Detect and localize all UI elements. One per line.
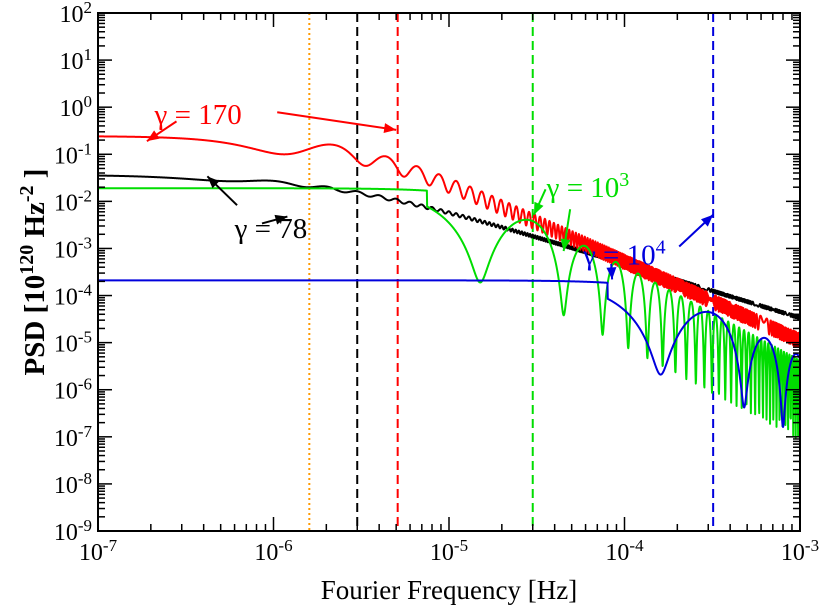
x-axis-label: Fourier Frequency [Hz] <box>321 575 577 605</box>
label-gamma-170: γ = 170 <box>154 99 242 131</box>
annotation-arrow-head <box>146 130 160 142</box>
label-gamma-1000: γ = 103 <box>546 169 630 204</box>
reference-lines <box>308 13 715 531</box>
y-tick-label: 10-6 <box>54 374 92 405</box>
series-line-gamma-170 <box>98 135 800 349</box>
axis-ticks <box>97 12 801 532</box>
annotation-arrow-head <box>606 267 617 280</box>
series-line-gamma-10000 <box>98 279 800 429</box>
x-tick-label: 10-6 <box>254 536 292 567</box>
y-tick-label: 10-8 <box>54 468 92 499</box>
y-tick-label: 10-4 <box>54 280 93 311</box>
label-gamma-78: γ = 78 <box>234 213 308 245</box>
x-tick-labels: 10-7 10-6 10-5 10-4 10-3 <box>79 536 819 567</box>
plot-frame <box>97 12 801 532</box>
annotation-arrow-line <box>277 111 397 131</box>
y-label-exp2: -2 <box>16 185 38 202</box>
y-tick-label: 102 <box>60 0 93 28</box>
y-tick-label: 10-5 <box>54 327 92 358</box>
y-label-exp1: 120 <box>16 245 38 275</box>
y-tick-labels: 102 101 100 10-1 10-2 10-3 10-4 10-5 10-6 10-7 10-… <box>54 0 93 546</box>
annotation-arrow-head <box>560 238 571 252</box>
y-label-end: ] <box>19 169 51 186</box>
annotations: γ = 170 γ = 78 γ = 103 γ = 104 <box>146 99 714 280</box>
y-tick-label: 101 <box>60 45 93 76</box>
x-tick-label: 10-7 <box>79 536 118 567</box>
annotation-arrow-head <box>274 214 288 225</box>
annotation-arrow-head <box>700 214 714 227</box>
annotation-arrow-head <box>383 123 397 134</box>
y-tick-label: 10-9 <box>54 516 92 547</box>
y-label-base: PSD [10 <box>19 275 51 376</box>
y-tick-label: 100 <box>60 92 93 123</box>
annotation-arrow-head <box>533 201 544 215</box>
annotation-arrow-head <box>207 176 220 189</box>
y-axis-label: PSD [10120 Hz-2 ] <box>16 169 51 376</box>
series-line-gamma-1000 <box>98 187 800 439</box>
x-tick-label: 10-5 <box>430 536 468 567</box>
label-gamma-10000: γ = 104 <box>582 236 666 271</box>
y-label-unit: Hz <box>19 202 51 245</box>
x-tick-label: 10-3 <box>781 536 819 567</box>
x-tick-label: 10-4 <box>605 536 644 567</box>
y-tick-label: 10-1 <box>54 139 92 170</box>
y-tick-label: 10-7 <box>54 421 93 452</box>
y-tick-label: 10-3 <box>54 233 92 264</box>
y-tick-label: 10-2 <box>54 186 92 217</box>
